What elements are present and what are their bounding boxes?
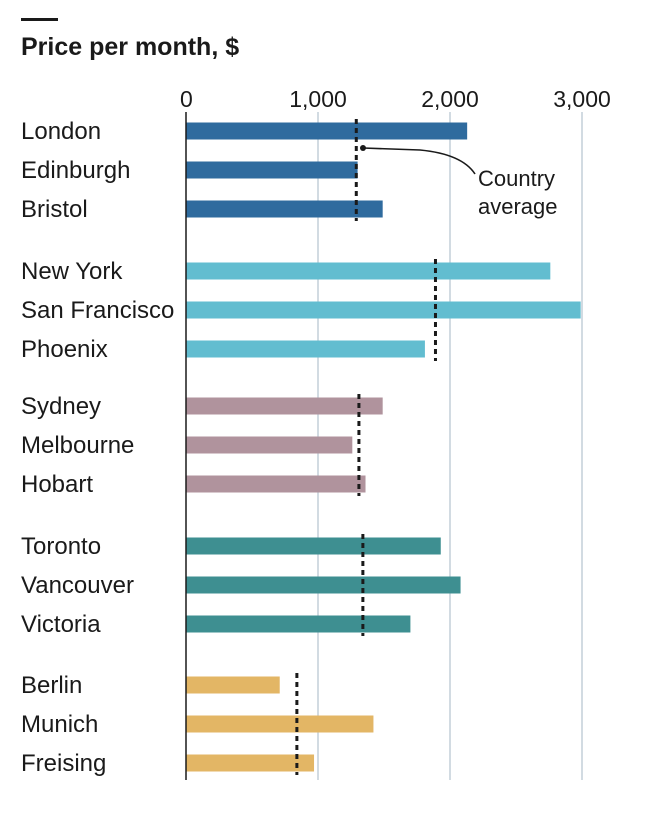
x-tick-label: 1,000: [289, 86, 347, 112]
x-tick-label: 0: [180, 86, 193, 112]
category-label: Bristol: [21, 196, 88, 223]
bar: [186, 576, 461, 594]
bar: [186, 537, 441, 555]
bar: [186, 615, 411, 633]
x-tick-label: 3,000: [553, 86, 611, 112]
annotation-line2: average: [478, 194, 558, 219]
category-label: Hobart: [21, 471, 93, 498]
category-label: Melbourne: [21, 432, 134, 459]
category-label: Sydney: [21, 393, 101, 420]
bar: [186, 397, 383, 415]
bar: [186, 122, 468, 140]
category-label: Freising: [21, 750, 106, 777]
bars: [186, 122, 581, 772]
bar: [186, 475, 366, 493]
category-label: Edinburgh: [21, 157, 130, 184]
tick-labels: 0 1,000 2,000 3,000: [180, 86, 611, 112]
annotation-dot: [360, 145, 366, 151]
bar: [186, 340, 425, 358]
category-label: New York: [21, 258, 123, 285]
bar: [186, 676, 280, 694]
bar: [186, 754, 315, 772]
category-label: Toronto: [21, 533, 101, 560]
bar: [186, 301, 581, 319]
category-label: Vancouver: [21, 572, 134, 599]
bar: [186, 436, 353, 454]
country-average-annotation: Country average: [360, 145, 558, 219]
category-label: San Francisco: [21, 297, 174, 324]
bar: [186, 262, 551, 280]
x-tick-label: 2,000: [421, 86, 479, 112]
category-label: Victoria: [21, 611, 101, 638]
bar: [186, 161, 358, 179]
category-label: Munich: [21, 711, 98, 738]
chart-title: Price per month, $: [21, 33, 239, 61]
annotation-leader: [362, 147, 476, 175]
annotation-line1: Country: [478, 166, 555, 191]
average-markers: [295, 119, 437, 775]
category-label: London: [21, 118, 101, 145]
category-label: Berlin: [21, 672, 82, 699]
bar: [186, 200, 383, 218]
category-label: Phoenix: [21, 336, 108, 363]
bar: [186, 715, 374, 733]
category-labels: London Edinburgh Bristol New York San Franci…: [21, 118, 174, 777]
title-rule: [21, 18, 58, 21]
